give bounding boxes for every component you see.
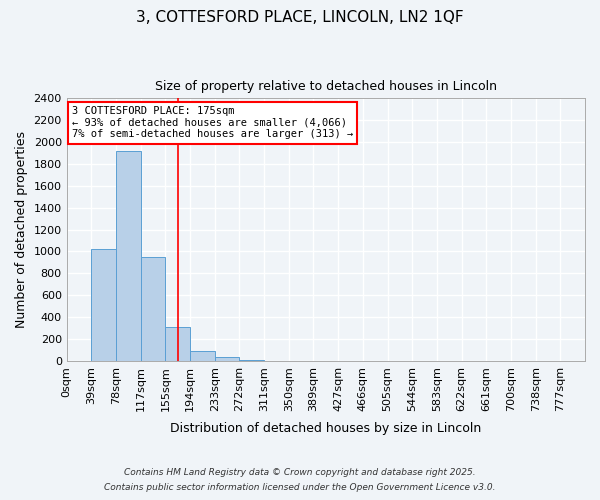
Text: 3, COTTESFORD PLACE, LINCOLN, LN2 1QF: 3, COTTESFORD PLACE, LINCOLN, LN2 1QF (136, 10, 464, 25)
Text: Contains HM Land Registry data © Crown copyright and database right 2025.: Contains HM Land Registry data © Crown c… (124, 468, 476, 477)
Bar (141, 257, 166, 361)
Bar (190, 350, 215, 361)
Text: Contains public sector information licensed under the Open Government Licence v3: Contains public sector information licen… (104, 483, 496, 492)
X-axis label: Distribution of detached houses by size in Lincoln: Distribution of detached houses by size … (170, 422, 481, 435)
Title: Size of property relative to detached houses in Lincoln: Size of property relative to detached ho… (155, 80, 497, 93)
Bar (116, 151, 141, 361)
Bar (166, 327, 190, 361)
Y-axis label: Number of detached properties: Number of detached properties (15, 131, 28, 328)
Bar (215, 356, 239, 361)
Bar (239, 360, 264, 361)
Bar (91, 250, 116, 361)
Text: 3 COTTESFORD PLACE: 175sqm
← 93% of detached houses are smaller (4,066)
7% of se: 3 COTTESFORD PLACE: 175sqm ← 93% of deta… (72, 106, 353, 140)
